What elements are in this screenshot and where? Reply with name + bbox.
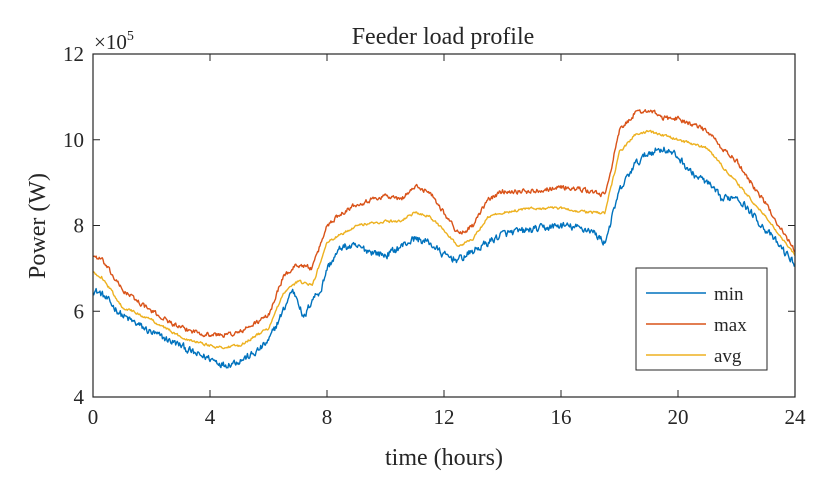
series-line-max	[92, 108, 796, 338]
x-axis-label: time (hours)	[385, 445, 503, 471]
multiplier-base: ×10	[94, 30, 127, 54]
x-tick-label: 0	[88, 405, 99, 429]
plot-lines	[92, 108, 796, 369]
y-tick-label: 12	[63, 42, 84, 66]
legend-box	[635, 267, 768, 371]
x-tick-label: 4	[205, 405, 216, 429]
legend-label-min: min	[714, 284, 744, 305]
x-tick-label: 16	[551, 405, 572, 429]
x-tick-label: 24	[785, 405, 807, 429]
legend: min max avg	[635, 267, 768, 371]
y-axis-label: Power (W)	[25, 173, 51, 279]
x-tick-label: 20	[668, 405, 689, 429]
y-tick-label: 6	[74, 299, 85, 323]
legend-label-max: max	[714, 315, 747, 336]
chart-title: Feeder load profile	[352, 24, 535, 50]
y-axis-multiplier: ×105	[94, 29, 134, 54]
legend-label-avg: avg	[714, 346, 742, 367]
y-tick-label: 10	[63, 128, 84, 152]
series-line-avg	[92, 129, 796, 350]
x-tick-label: 12	[434, 405, 455, 429]
svg-text:×105: ×105	[94, 29, 134, 54]
y-tick-label: 8	[74, 214, 85, 238]
series-line-min	[92, 146, 796, 369]
multiplier-exponent: 5	[127, 29, 134, 44]
x-tick-label: 8	[322, 405, 333, 429]
y-tick-label: 4	[74, 385, 85, 409]
